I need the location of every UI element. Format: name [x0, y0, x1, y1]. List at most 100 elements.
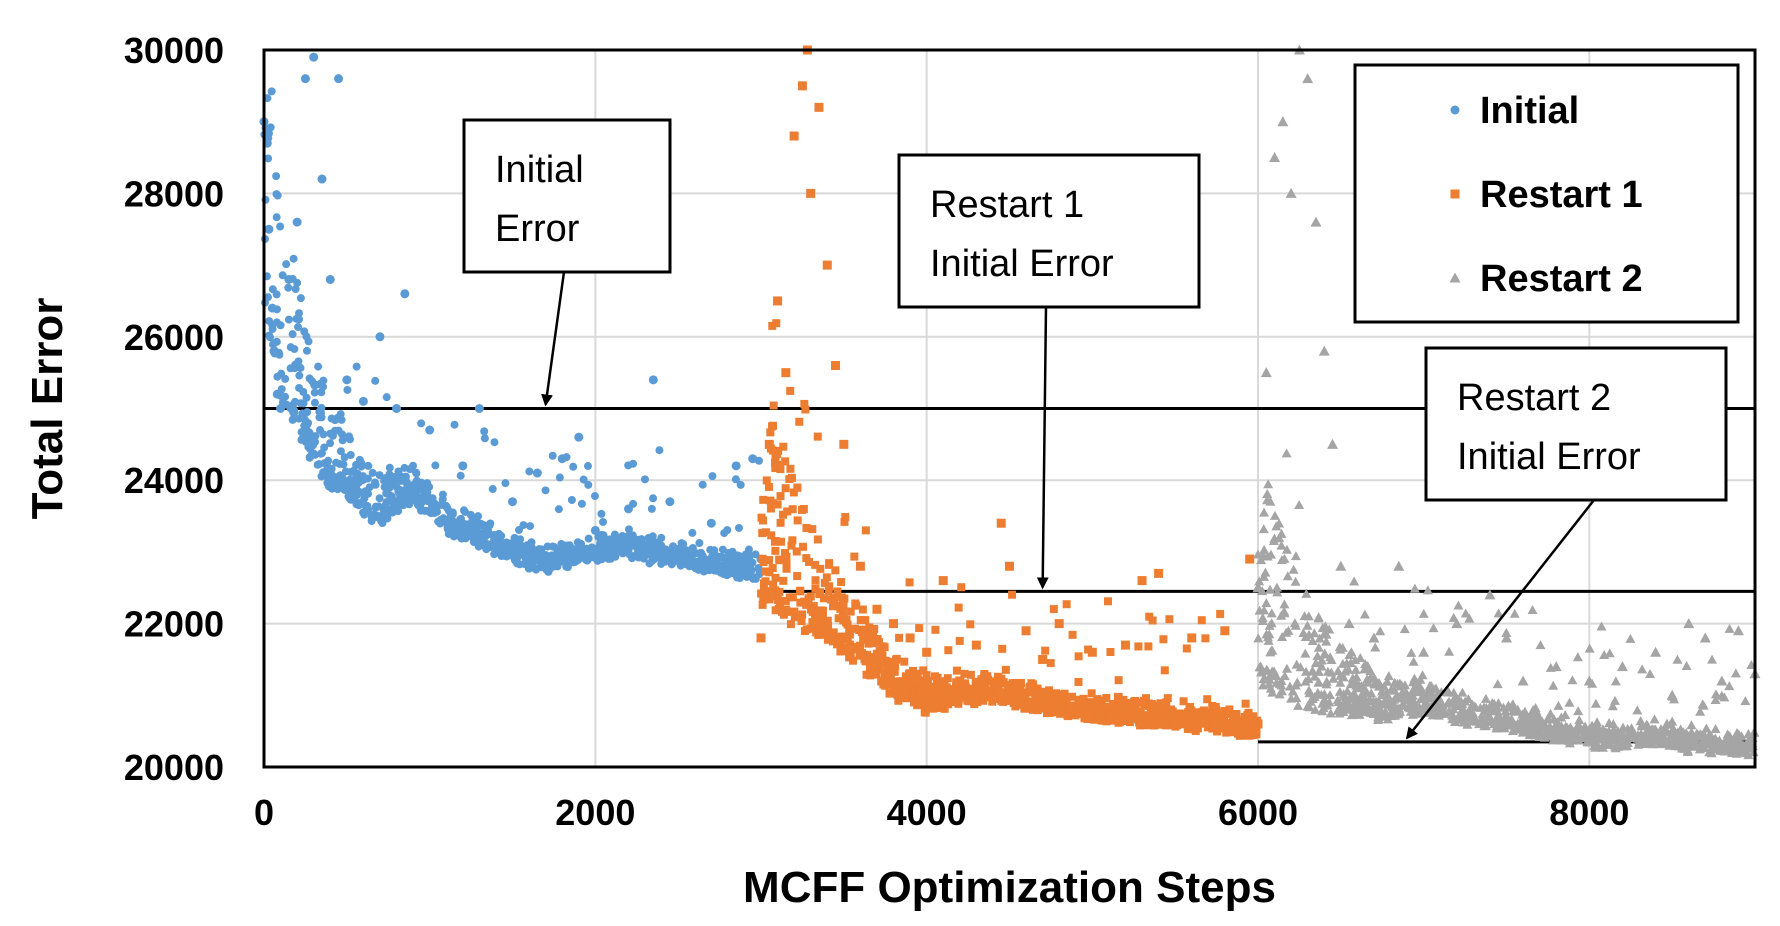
data-point	[837, 578, 846, 587]
data-point	[1724, 681, 1735, 691]
data-point	[1271, 521, 1282, 531]
data-point	[583, 556, 592, 565]
data-point	[774, 596, 783, 605]
data-point	[436, 519, 445, 528]
data-point	[1732, 625, 1744, 636]
data-point	[478, 541, 487, 550]
data-point	[1024, 697, 1033, 706]
data-point	[915, 624, 924, 633]
data-point	[829, 628, 838, 637]
data-point	[1325, 708, 1336, 718]
data-point	[567, 495, 576, 504]
data-point	[375, 471, 384, 480]
data-point	[982, 686, 991, 695]
data-point	[808, 602, 817, 611]
data-point	[845, 653, 854, 662]
data-point	[389, 477, 398, 486]
data-point	[548, 451, 557, 460]
data-point	[824, 621, 833, 630]
data-point	[1033, 706, 1042, 715]
data-point	[764, 482, 773, 491]
data-point	[602, 547, 611, 556]
data-point	[1686, 720, 1697, 730]
data-point	[309, 52, 319, 62]
data-point	[1290, 551, 1301, 561]
data-point	[272, 389, 282, 399]
data-point	[828, 637, 837, 646]
data-point	[1454, 695, 1465, 705]
data-point	[422, 506, 431, 515]
data-point	[1282, 571, 1293, 581]
data-point	[1301, 588, 1312, 598]
data-point	[786, 464, 795, 473]
data-point	[789, 131, 799, 141]
data-point	[380, 476, 389, 485]
data-point	[980, 693, 989, 702]
data-point	[914, 695, 923, 704]
data-point	[1245, 554, 1255, 564]
data-point	[1711, 744, 1722, 754]
data-point	[1009, 684, 1018, 693]
data-point	[1596, 621, 1607, 631]
data-point	[721, 559, 730, 568]
data-point	[1077, 709, 1086, 718]
callout-arrow	[541, 271, 566, 407]
data-point	[789, 488, 798, 497]
data-point	[1380, 706, 1391, 716]
data-point	[1719, 692, 1730, 702]
data-point	[870, 624, 879, 633]
data-point	[266, 123, 275, 132]
data-point	[1179, 697, 1188, 706]
data-point	[527, 538, 536, 547]
data-point	[989, 681, 998, 690]
data-point	[892, 654, 901, 663]
data-point	[1243, 711, 1252, 720]
callout-box	[462, 118, 672, 274]
data-point	[954, 695, 963, 704]
data-point	[797, 505, 806, 514]
series-restart-1	[756, 45, 1263, 740]
data-point	[357, 488, 366, 497]
data-point	[1236, 720, 1245, 729]
data-point	[1558, 730, 1569, 740]
data-point	[1119, 695, 1128, 704]
data-point	[1216, 609, 1225, 618]
data-point	[1307, 635, 1318, 645]
data-point	[368, 468, 377, 477]
data-point	[265, 331, 274, 340]
data-point	[1574, 715, 1585, 725]
data-point	[1530, 714, 1541, 724]
data-point	[799, 542, 808, 551]
data-point	[758, 529, 767, 538]
data-point	[1530, 730, 1541, 740]
data-point	[1701, 739, 1712, 749]
data-point	[723, 526, 732, 535]
data-point	[273, 191, 282, 200]
data-point	[263, 293, 272, 302]
data-point	[338, 430, 347, 439]
data-point	[919, 682, 928, 691]
data-point	[1124, 698, 1133, 707]
data-point	[1113, 716, 1122, 725]
data-point	[733, 551, 742, 560]
data-point	[1281, 663, 1292, 673]
data-point	[288, 330, 297, 339]
data-point	[889, 687, 898, 696]
data-point	[284, 315, 293, 324]
data-point	[811, 624, 820, 633]
data-point	[1173, 721, 1182, 730]
data-point	[1500, 706, 1511, 716]
data-point	[408, 483, 417, 492]
data-point	[371, 376, 380, 385]
data-point	[1418, 608, 1429, 618]
data-point	[431, 461, 440, 470]
data-point	[394, 467, 403, 476]
data-point	[1002, 694, 1011, 703]
data-point	[332, 478, 341, 487]
data-point	[1355, 653, 1366, 663]
data-point	[1262, 488, 1273, 498]
data-point	[834, 614, 843, 623]
data-point	[1259, 544, 1270, 554]
series-initial	[259, 52, 766, 583]
data-point	[1391, 692, 1402, 702]
